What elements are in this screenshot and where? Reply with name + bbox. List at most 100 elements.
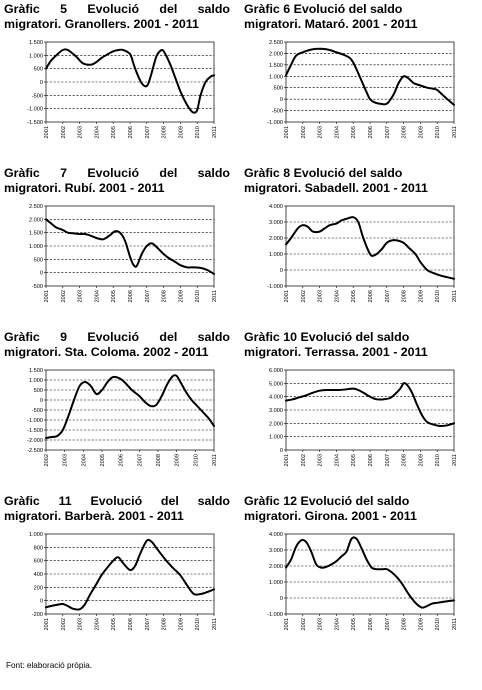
x-tick-label: 2011 bbox=[212, 126, 218, 138]
y-tick-label: 1.500 bbox=[29, 40, 43, 46]
y-tick-label: 500 bbox=[34, 257, 43, 263]
y-tick-label: -500 bbox=[272, 109, 283, 115]
y-tick-label: -1.000 bbox=[267, 612, 283, 618]
y-tick-label: 500 bbox=[34, 388, 43, 394]
y-tick-label: 6.000 bbox=[269, 368, 283, 374]
x-tick-label: 2001 bbox=[284, 454, 290, 466]
chart-panel-4: Gràfic 8 Evolució del saldo migratori. Sa… bbox=[244, 166, 470, 302]
plot-frame bbox=[285, 41, 455, 123]
y-tick-label: 1.000 bbox=[29, 532, 43, 538]
x-tick-label: 2004 bbox=[334, 454, 340, 466]
x-tick-label: 2008 bbox=[402, 126, 408, 138]
y-tick-label: 2.000 bbox=[29, 217, 43, 223]
chart-panel-7: Gràfic 11 Evolució del saldo migratori. B… bbox=[4, 494, 230, 630]
x-tick-label: 2011 bbox=[452, 126, 458, 138]
y-tick-label: -2.000 bbox=[27, 438, 43, 444]
chart-title: Gràfic 9 Evolució del saldo migratori. St… bbox=[4, 330, 230, 360]
series-line bbox=[285, 47, 455, 106]
x-tick-label: 2010 bbox=[195, 126, 201, 138]
x-tick-label: 2006 bbox=[368, 618, 374, 630]
x-tick-label: 2003 bbox=[318, 454, 324, 466]
x-tick-label: 2004 bbox=[81, 454, 87, 466]
y-tick-label: 600 bbox=[34, 559, 43, 565]
chart-title-line2: migratori. Girona. 2001 - 2011 bbox=[244, 509, 417, 523]
y-tick-label: 2.500 bbox=[269, 40, 283, 46]
series-line bbox=[285, 382, 455, 428]
chart-title-line1: Gràfic 9 Evolució del saldo bbox=[4, 330, 230, 344]
x-tick-label: 2004 bbox=[334, 290, 340, 302]
x-tick-label: 2007 bbox=[145, 618, 151, 630]
x-tick-label: 2007 bbox=[385, 618, 391, 630]
x-tick-label: 2008 bbox=[162, 618, 168, 630]
y-tick-label: 1.000 bbox=[29, 53, 43, 59]
chart-title: Gràfic 5 Evolució del saldo migratori. Gr… bbox=[4, 2, 230, 32]
y-tick-label: -1.500 bbox=[27, 428, 43, 434]
x-tick-label: 2001 bbox=[44, 126, 50, 138]
x-tick-label: 2005 bbox=[351, 290, 357, 302]
x-tick-label: 2007 bbox=[145, 126, 151, 138]
x-tick-label: 2001 bbox=[44, 290, 50, 302]
chart-title: Gràfic 10 Evolució del saldo migratori. T… bbox=[244, 330, 470, 360]
x-tick-label: 2011 bbox=[212, 618, 218, 630]
x-tick-label: 2010 bbox=[435, 126, 441, 138]
x-tick-label: 2002 bbox=[301, 126, 307, 138]
y-tick-label: -1.000 bbox=[27, 418, 43, 424]
chart-title-line2: migratori. Barberà. 2001 - 2011 bbox=[4, 509, 184, 523]
x-tick-label: 2002 bbox=[301, 290, 307, 302]
y-tick-label: 2.500 bbox=[29, 204, 43, 210]
chart-title: Gràfic 7 Evolució del saldo migratori. Ru… bbox=[4, 166, 230, 196]
x-tick-label: 2008 bbox=[156, 454, 162, 466]
series-line bbox=[45, 48, 215, 114]
y-tick-label: 4.000 bbox=[269, 532, 283, 538]
y-tick-label: 2.000 bbox=[269, 421, 283, 427]
x-tick-label: 2009 bbox=[178, 618, 184, 630]
y-tick-label: -500 bbox=[32, 408, 43, 414]
x-tick-label: 2011 bbox=[452, 290, 458, 302]
x-tick-label: 2008 bbox=[162, 290, 168, 302]
chart-panel-6: Gràfic 10 Evolució del saldo migratori. T… bbox=[244, 330, 470, 466]
x-tick-label: 2007 bbox=[145, 290, 151, 302]
x-tick-label: 2007 bbox=[385, 290, 391, 302]
chart-panel-1: Gràfic 5 Evolució del saldo migratori. Gr… bbox=[4, 2, 230, 138]
y-tick-label: 0 bbox=[40, 398, 43, 404]
y-tick-label: 800 bbox=[34, 545, 43, 551]
y-tick-label: 4.000 bbox=[269, 395, 283, 401]
chart-title-line2: migratori. Sabadell. 2001 - 2011 bbox=[244, 181, 428, 195]
chart-title-line2: migratori. Sta. Coloma. 2002 - 2011 bbox=[4, 345, 209, 359]
x-tick-label: 2001 bbox=[284, 618, 290, 630]
x-tick-label: 2006 bbox=[368, 126, 374, 138]
series-line bbox=[285, 216, 455, 280]
x-tick-label: 2008 bbox=[402, 290, 408, 302]
x-tick-label: 2004 bbox=[94, 126, 100, 138]
y-tick-label: 1.000 bbox=[269, 252, 283, 258]
x-tick-label: 2007 bbox=[385, 454, 391, 466]
x-tick-label: 2002 bbox=[61, 290, 67, 302]
y-tick-label: 0 bbox=[280, 268, 283, 274]
y-tick-label: -500 bbox=[32, 284, 43, 290]
x-tick-label: 2006 bbox=[128, 126, 134, 138]
chart-title-line1: Gràfic 12 Evolució del saldo bbox=[244, 494, 410, 508]
x-tick-label: 2010 bbox=[193, 454, 199, 466]
chart-title: Gràfic 12 Evolució del saldo migratori. G… bbox=[244, 494, 470, 524]
x-tick-label: 2002 bbox=[61, 126, 67, 138]
x-tick-label: 2005 bbox=[351, 618, 357, 630]
y-tick-label: 0 bbox=[280, 448, 283, 454]
y-tick-label: 200 bbox=[34, 585, 43, 591]
x-tick-label: 2009 bbox=[418, 126, 424, 138]
x-tick-label: 2004 bbox=[94, 618, 100, 630]
y-tick-label: -1.000 bbox=[27, 107, 43, 113]
chart-title-line1: Gràfic 8 Evolució del saldo bbox=[244, 166, 403, 180]
x-tick-label: 2002 bbox=[61, 618, 67, 630]
chart-panel-5: Gràfic 9 Evolució del saldo migratori. St… bbox=[4, 330, 230, 466]
x-tick-label: 2009 bbox=[418, 290, 424, 302]
y-tick-label: 0 bbox=[40, 271, 43, 277]
x-tick-label: 2002 bbox=[301, 618, 307, 630]
source-note: Font: elaboració pròpia. bbox=[6, 661, 93, 670]
y-tick-label: 0 bbox=[280, 97, 283, 103]
chart-title: Gràfic 11 Evolució del saldo migratori. B… bbox=[4, 494, 230, 524]
x-tick-label: 2005 bbox=[351, 126, 357, 138]
